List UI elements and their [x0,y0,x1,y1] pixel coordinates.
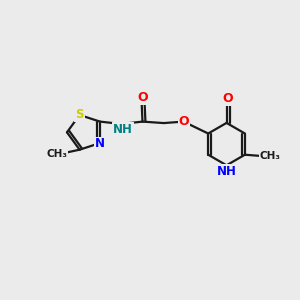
Text: O: O [178,115,189,128]
Text: NH: NH [217,165,236,178]
Text: NH: NH [113,123,133,136]
Text: CH₃: CH₃ [46,149,67,159]
Text: O: O [223,92,233,105]
Text: N: N [95,137,105,150]
Text: O: O [138,91,148,103]
Text: CH₃: CH₃ [260,151,281,161]
Text: S: S [75,108,84,121]
